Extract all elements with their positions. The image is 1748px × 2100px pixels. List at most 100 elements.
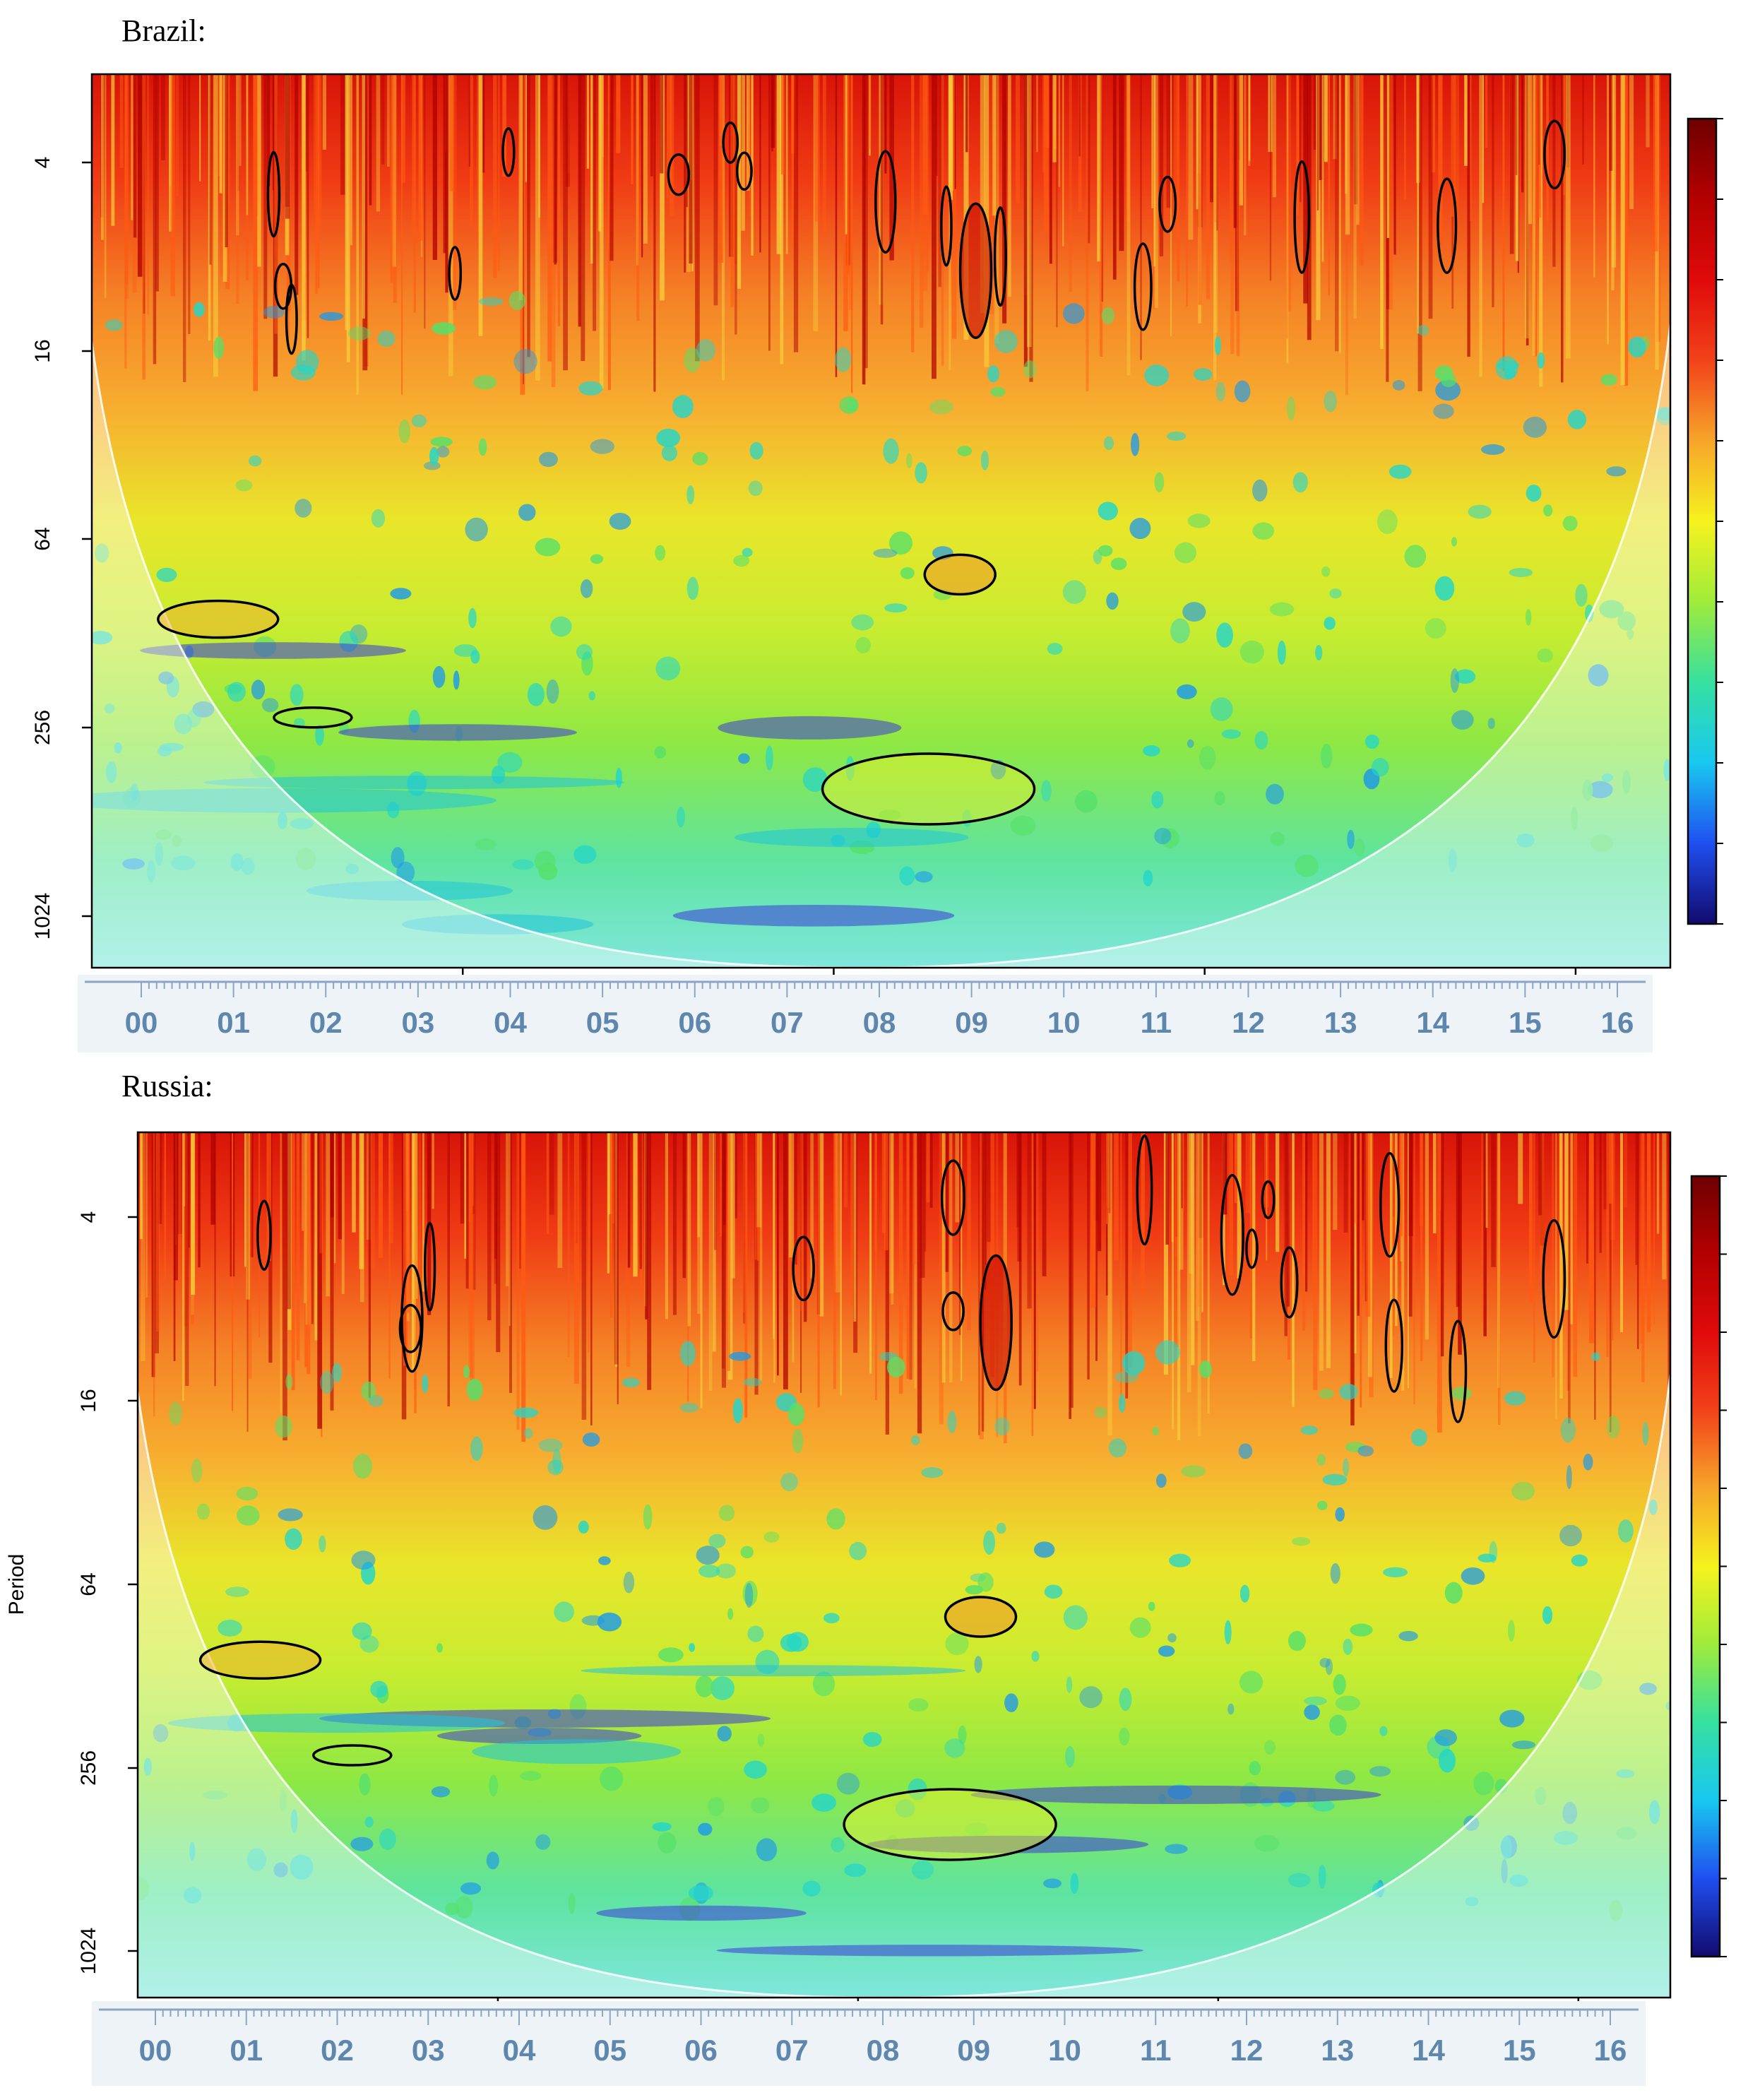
panel-title-russia: Russia: bbox=[121, 1069, 213, 1103]
x-tick-label: 03 bbox=[402, 1006, 435, 1039]
x-tick-label: 09 bbox=[955, 1006, 988, 1039]
cone-of-influence-shade bbox=[138, 1375, 1670, 1998]
significance-contour bbox=[285, 283, 298, 355]
significance-contour bbox=[1261, 1180, 1276, 1219]
x-tick-label: 06 bbox=[678, 1006, 711, 1039]
wavelet-power-spectrum-russia: 4 16 64 256 1024 Period 00 01 02 03 04 05 06 07 08 09 10… bbox=[5, 1131, 1727, 2086]
x-tick-label: 08 bbox=[867, 2034, 900, 2067]
x-tick-label: 04 bbox=[494, 1006, 527, 1039]
y-tick-label: 4 bbox=[31, 157, 54, 169]
plot-frame bbox=[90, 73, 1672, 969]
x-tick-label: 11 bbox=[1140, 2034, 1171, 2067]
x-tick-label: 02 bbox=[309, 1006, 343, 1039]
x-tick-label: 07 bbox=[775, 2034, 809, 2067]
significance-contour bbox=[157, 599, 280, 639]
x-tick-label: 15 bbox=[1509, 1006, 1542, 1039]
colorbar bbox=[1687, 117, 1718, 925]
x-tick-label: 10 bbox=[1048, 2034, 1081, 2067]
low-frequency-bands bbox=[92, 642, 969, 935]
significance-contour bbox=[448, 246, 463, 301]
x-tick-label: 08 bbox=[863, 1006, 896, 1039]
significance-contour bbox=[1245, 1228, 1259, 1269]
significance-contour bbox=[941, 1291, 965, 1331]
significance-contour bbox=[1136, 1134, 1153, 1246]
cone-of-influence-shade bbox=[92, 324, 1670, 968]
colorbar bbox=[1690, 1175, 1721, 1958]
significance-contours bbox=[157, 119, 1566, 826]
high-frequency-streaks bbox=[100, 74, 1661, 396]
plot-frame bbox=[136, 1131, 1672, 1999]
power-heatmap bbox=[92, 74, 1670, 968]
x-tick-label: 13 bbox=[1324, 1006, 1357, 1039]
y-tick-label: 1024 bbox=[31, 893, 54, 940]
significance-contour bbox=[958, 202, 993, 340]
significance-contour bbox=[312, 1744, 393, 1767]
significance-contour bbox=[821, 752, 1036, 826]
x-tick-label: 10 bbox=[1047, 1006, 1081, 1039]
x-tick-label: 05 bbox=[593, 2034, 626, 2067]
x-tick-label: 16 bbox=[1601, 1006, 1634, 1039]
x-tick-label: 01 bbox=[230, 2034, 263, 2067]
y-tick-label: 1024 bbox=[77, 1928, 100, 1975]
x-tick-label: 02 bbox=[321, 2034, 354, 2067]
low-power-speckles bbox=[138, 1340, 1670, 1921]
x-tick-label: 12 bbox=[1232, 1006, 1265, 1039]
significance-contour bbox=[874, 150, 897, 254]
significance-contour bbox=[1158, 175, 1177, 233]
x-tick-label: 06 bbox=[684, 2034, 718, 2067]
significance-contour bbox=[940, 185, 953, 267]
significance-contour bbox=[273, 706, 353, 729]
x-tick-label: 00 bbox=[139, 2034, 172, 2067]
significance-contour bbox=[198, 1640, 322, 1680]
x-tick-label: 01 bbox=[217, 1006, 250, 1039]
y-tick-label: 16 bbox=[31, 339, 54, 362]
significance-contour bbox=[423, 1221, 436, 1312]
y-tick-label: 256 bbox=[31, 710, 54, 745]
significance-contour bbox=[923, 553, 997, 596]
significance-contour bbox=[1280, 1246, 1299, 1319]
y-tick-label: 64 bbox=[77, 1572, 100, 1596]
y-tick-label: 16 bbox=[77, 1389, 100, 1412]
significance-contour bbox=[400, 1264, 424, 1373]
significance-contour bbox=[256, 1199, 272, 1271]
significance-contour bbox=[1384, 1298, 1404, 1393]
significance-contour bbox=[940, 1159, 966, 1236]
significance-contour bbox=[1542, 1218, 1566, 1339]
x-tick-label: 11 bbox=[1141, 1006, 1172, 1039]
x-tick-label: 00 bbox=[125, 1006, 158, 1039]
x-tick-label: 03 bbox=[412, 2034, 445, 2067]
power-heatmap bbox=[138, 1132, 1670, 1998]
significance-contour bbox=[1133, 242, 1153, 331]
x-tick-label: 13 bbox=[1321, 2034, 1354, 2067]
date-axis-strip bbox=[92, 2001, 1646, 2086]
significance-contour bbox=[944, 1596, 1018, 1638]
significance-contour bbox=[1220, 1173, 1244, 1296]
significance-contours bbox=[198, 1134, 1566, 1861]
significance-contour bbox=[1543, 119, 1566, 190]
significance-contour bbox=[843, 1788, 1057, 1861]
significance-contour bbox=[722, 121, 739, 164]
y-tick-label: 64 bbox=[31, 527, 54, 550]
x-tick-label: 14 bbox=[1416, 1006, 1449, 1039]
significance-contour bbox=[501, 127, 516, 177]
x-tick-label: 14 bbox=[1412, 2034, 1445, 2067]
significance-contour bbox=[979, 1254, 1013, 1392]
x-tick-label: 16 bbox=[1594, 2034, 1627, 2067]
high-frequency-streaks bbox=[140, 1132, 1670, 1444]
y-tick-label: 4 bbox=[77, 1211, 100, 1223]
x-tick-label: 07 bbox=[771, 1006, 804, 1039]
date-axis-strip bbox=[78, 975, 1653, 1052]
x-tick-label: 09 bbox=[957, 2034, 990, 2067]
significance-contour bbox=[1437, 177, 1458, 274]
panel-title-brazil: Brazil: bbox=[121, 13, 206, 48]
y-axis-title: Period bbox=[5, 1554, 28, 1615]
x-tick-label: 12 bbox=[1230, 2034, 1264, 2067]
x-tick-label: 05 bbox=[586, 1006, 619, 1039]
low-frequency-bands bbox=[167, 1665, 1381, 1957]
significance-contour bbox=[1449, 1319, 1468, 1423]
significance-contour bbox=[266, 150, 281, 238]
wavelet-power-spectrum-brazil: 4 16 64 256 1024 00 01 02 03 04 05 06 07 08 09 10 11 12 13… bbox=[31, 73, 1723, 1052]
y-tick-label: 256 bbox=[77, 1750, 100, 1786]
significance-contour bbox=[1293, 160, 1311, 274]
x-tick-label: 04 bbox=[503, 2034, 536, 2067]
